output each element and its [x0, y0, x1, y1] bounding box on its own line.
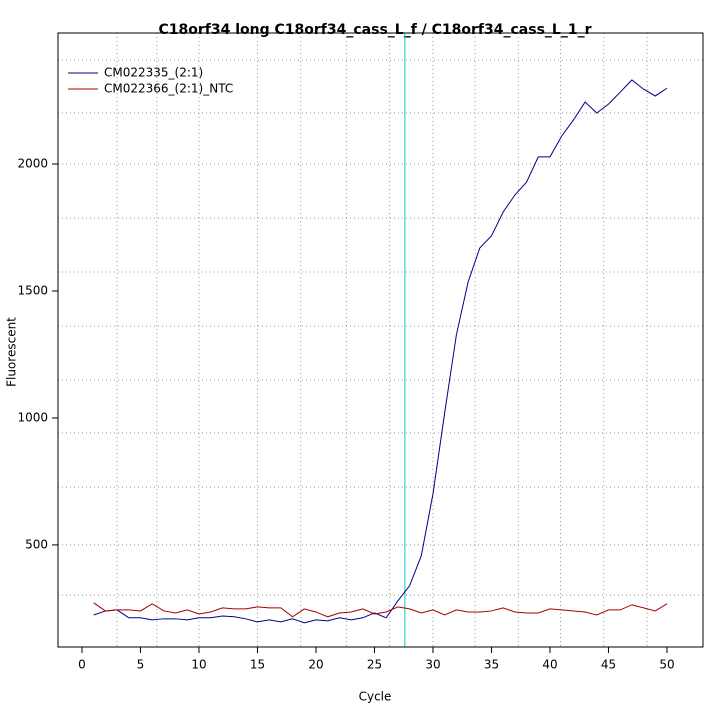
legend-label: CM022366_(2:1)_NTC	[104, 82, 233, 96]
plot-frame	[57, 32, 704, 648]
chart-title: C18orf34 long C18orf34_cass_L_f / C18orf…	[159, 22, 592, 38]
x-axis-label: Cycle	[359, 690, 392, 704]
x-tick-label: 50	[659, 658, 674, 672]
y-tick-label: 500	[25, 537, 48, 551]
y-tick-label: 1500	[17, 283, 48, 297]
x-tick-label: 20	[308, 658, 323, 672]
x-tick-label: 15	[250, 658, 265, 672]
series-line	[93, 602, 668, 618]
x-tick-label: 40	[542, 658, 557, 672]
x-tick-label: 45	[601, 658, 616, 672]
x-tick-label: 5	[137, 658, 145, 672]
x-tick-label: 10	[191, 658, 206, 672]
x-tick-label: 35	[484, 658, 499, 672]
y-axis-label: Fluorescent	[5, 317, 19, 387]
y-tick-label: 1000	[17, 410, 48, 424]
x-tick-label: 25	[367, 658, 382, 672]
x-tick-label: 30	[425, 658, 440, 672]
y-tick-label: 2000	[17, 157, 48, 171]
x-tick-label: 0	[78, 658, 86, 672]
series-line	[93, 79, 668, 624]
legend-label: CM022335_(2:1)	[104, 66, 203, 80]
